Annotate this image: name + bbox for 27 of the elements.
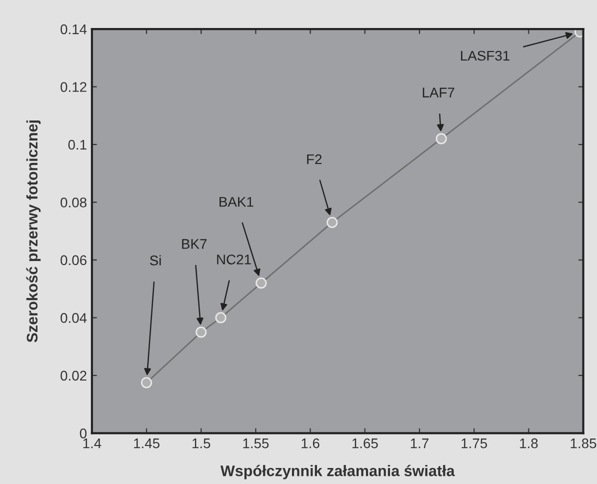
x-tick-label: 1.5 xyxy=(192,438,210,448)
y-tick-label: 0.02 xyxy=(60,370,86,381)
y-tick-label: 0.14 xyxy=(60,24,87,34)
annotation: LASF31 xyxy=(461,50,510,61)
x-tick-label: 1.6 xyxy=(302,438,320,448)
x-tick-label: 1.75 xyxy=(462,438,488,448)
x-tick-label: 1.7 xyxy=(410,438,428,448)
y-tick-label: 0.06 xyxy=(60,255,86,266)
annotation: NC21 xyxy=(217,254,251,264)
annotation: Si xyxy=(150,255,161,266)
annotation: BK7 xyxy=(182,239,207,249)
x-tick-label: 1.55 xyxy=(243,438,269,448)
x-tick-label: 1.85 xyxy=(570,438,596,448)
x-tick-label: 1.8 xyxy=(520,438,538,448)
x-axis-title: Współczynnik załamania światła xyxy=(220,464,455,480)
y-tick-label: 0.08 xyxy=(60,198,86,208)
x-tick-label: 1.45 xyxy=(134,438,160,448)
y-tick-label: 0.1 xyxy=(68,140,86,150)
y-tick-label: 0.04 xyxy=(60,313,87,323)
y-tick-label: 0 xyxy=(80,428,87,438)
annotation: F2 xyxy=(307,154,322,164)
y-axis-title: Szerokość przerwy fotonicznej xyxy=(26,120,41,342)
annotation: BAK1 xyxy=(220,197,254,207)
x-tick-label: 1.65 xyxy=(352,438,378,448)
annotation: LAF7 xyxy=(422,88,454,98)
x-tick-label: 1.4 xyxy=(83,438,102,448)
y-tick-label: 0.12 xyxy=(60,82,86,92)
